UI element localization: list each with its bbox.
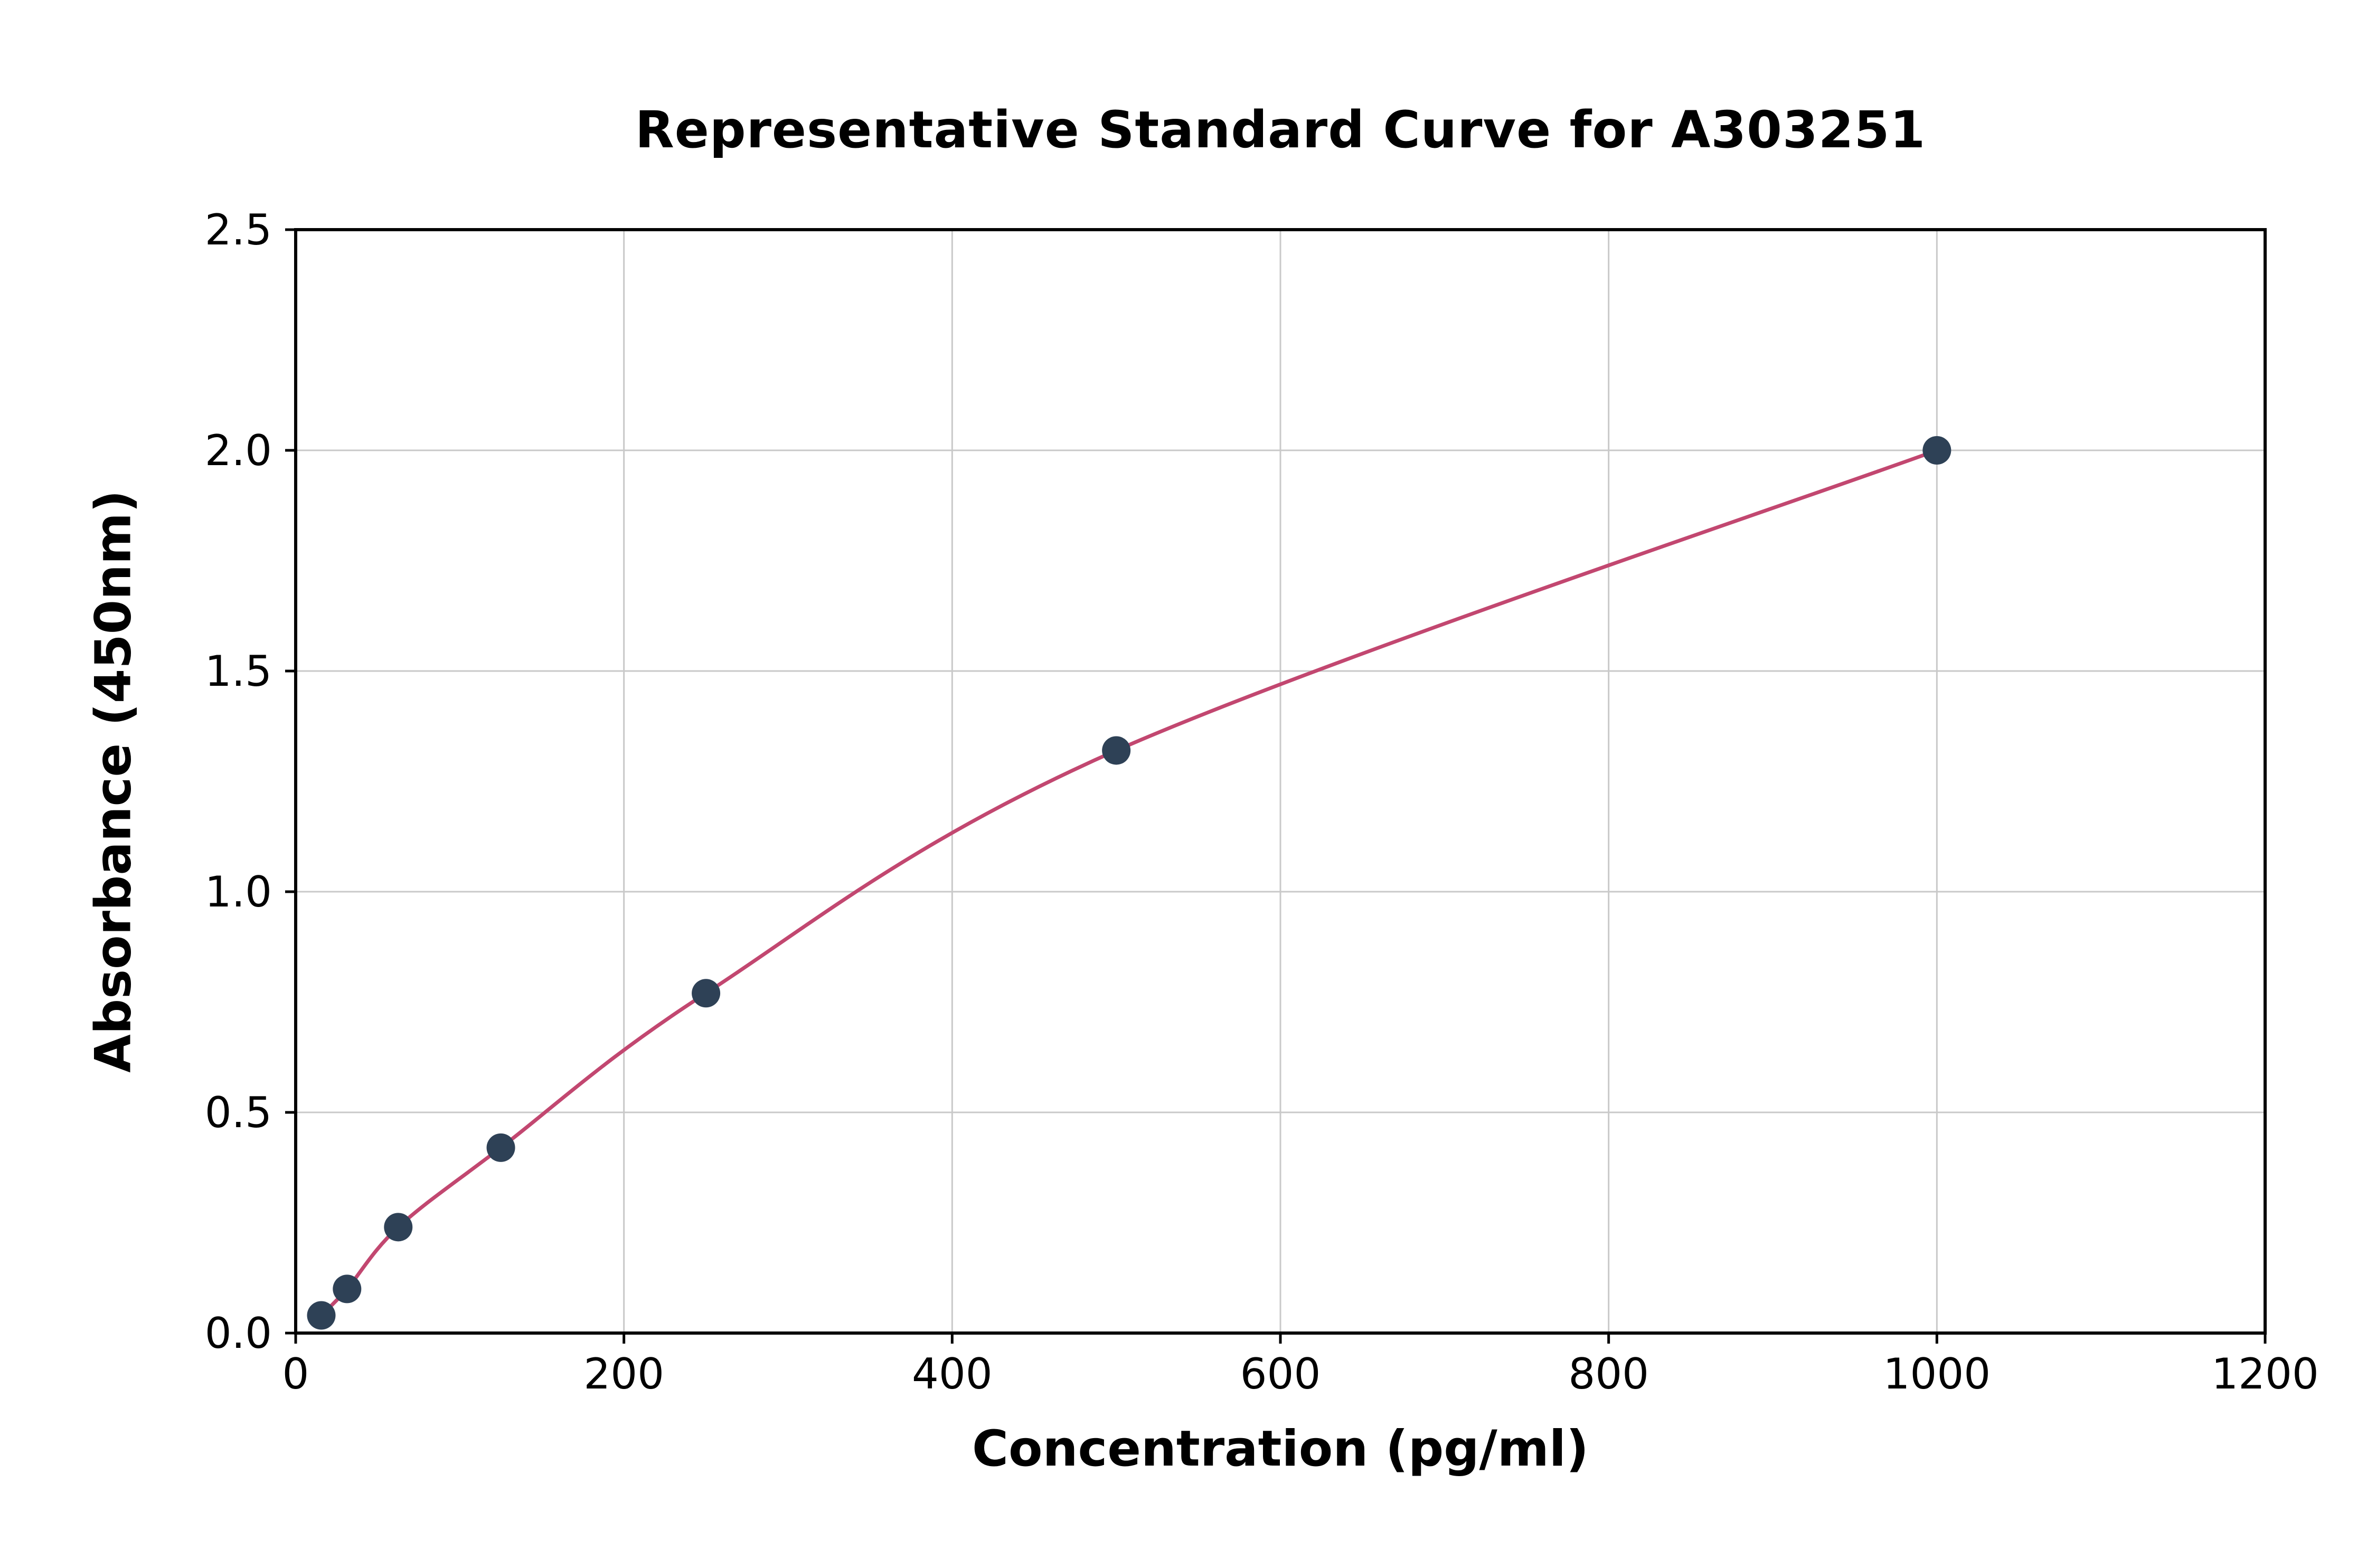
x-tick-label: 600 [1240, 1349, 1321, 1399]
data-point [384, 1213, 413, 1242]
y-tick-label: 1.5 [205, 647, 272, 696]
y-tick-label: 2.0 [205, 426, 272, 475]
x-tick-label: 1000 [1883, 1349, 1991, 1399]
x-tick-label: 0 [282, 1349, 309, 1399]
data-point [1102, 736, 1131, 765]
y-axis-label: Absorbance (450nm) [84, 490, 143, 1073]
data-point [307, 1301, 336, 1330]
x-tick-label: 200 [583, 1349, 664, 1399]
x-axis-label: Concentration (pg/ml) [972, 1420, 1589, 1478]
data-point [333, 1274, 362, 1303]
y-tick-label: 0.0 [205, 1309, 272, 1358]
y-tick-label: 2.5 [205, 205, 272, 254]
chart-title: Representative Standard Curve for A30325… [635, 100, 1926, 159]
y-tick-label: 1.0 [205, 867, 272, 917]
y-tick-label: 0.5 [205, 1088, 272, 1137]
x-tick-label: 400 [912, 1349, 993, 1399]
x-tick-label: 1200 [2211, 1349, 2319, 1399]
data-point [692, 979, 721, 1008]
x-tick-label: 800 [1568, 1349, 1649, 1399]
fit-curve [319, 448, 1939, 1318]
data-point [1922, 436, 1951, 465]
data-point [486, 1133, 515, 1162]
